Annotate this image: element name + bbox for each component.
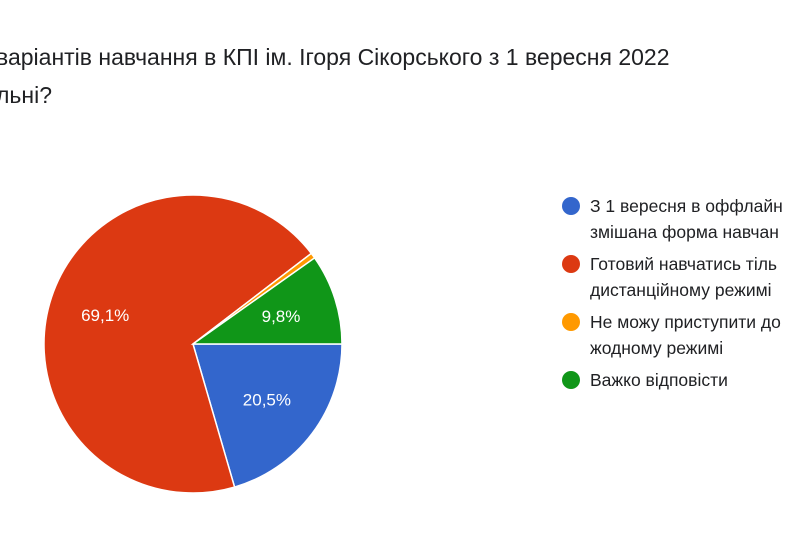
legend-label-line: Важко відповісти [590,370,728,390]
legend-label-line: З 1 вересня в оффлайн [590,196,783,216]
chart-title: варіантів навчання в КПІ ім. Ігоря Сікор… [0,38,800,114]
legend-label-offline-mixed: З 1 вересня в оффлайн змішана форма навча… [590,193,800,245]
legend-item-cannot-start[interactable]: Не можу приступити до жодному режимі [562,309,800,361]
legend-swatch-distance-only [562,255,580,273]
legend-swatch-offline-mixed [562,197,580,215]
legend-item-offline-mixed[interactable]: З 1 вересня в оффлайн змішана форма навча… [562,193,800,245]
pie-slice-distance-only[interactable] [43,194,313,494]
legend-item-hard-to-answer[interactable]: Важко відповісти [562,367,800,393]
legend-label-line: Не можу приступити до [590,312,781,332]
legend-swatch-cannot-start [562,313,580,331]
pie-slice-label-hard-to-answer: 9,8% [262,307,301,326]
legend-label-line: дистанційному режимі [590,280,772,300]
pie-slice-offline-mixed[interactable] [192,343,343,489]
legend-label-line: змішана форма навчан [590,222,779,242]
pie-slice-label-offline-mixed: 20,5% [243,391,291,410]
legend-label-hard-to-answer: Важко відповісти [590,367,800,393]
chart-legend: З 1 вересня в оффлайн змішана форма навча… [562,193,800,399]
legend-label-line: жодному режимі [590,338,724,358]
pie-slice-hard-to-answer[interactable] [190,256,343,345]
legend-label-line: Готовий навчатись тіль [590,254,778,274]
chart-title-line-2: льні? [0,82,53,108]
legend-item-distance-only[interactable]: Готовий навчатись тіль дистанційному режи… [562,251,800,303]
chart-title-line-1: варіантів навчання в КПІ ім. Ігоря Сікор… [0,44,670,70]
legend-label-distance-only: Готовий навчатись тіль дистанційному режи… [590,251,800,303]
legend-swatch-hard-to-answer [562,371,580,389]
legend-label-cannot-start: Не можу приступити до жодному режимі [590,309,800,361]
pie-slice-label-distance-only: 69,1% [81,306,129,325]
